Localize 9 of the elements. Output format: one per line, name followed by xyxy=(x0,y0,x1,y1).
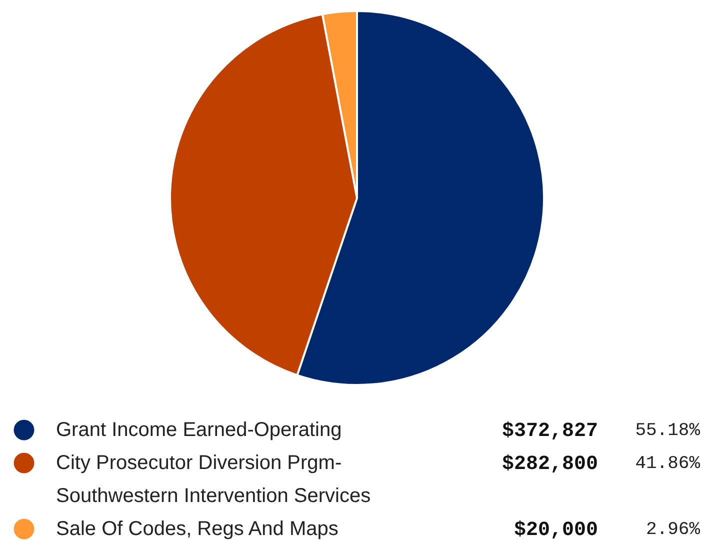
text: 41.86% xyxy=(635,454,700,474)
data-label: $372,827 xyxy=(502,420,598,443)
legend-label: Sale Of Codes, Regs And Maps xyxy=(56,518,338,540)
legend-label: Grant Income Earned-Operating xyxy=(56,419,342,441)
data-label: $282,800 xyxy=(502,453,598,476)
text: 2.96% xyxy=(646,520,700,540)
data-label: $20,000 xyxy=(514,519,598,541)
legend-label: City Prosecutor Diversion Prgm-Southwestern Intervention Services xyxy=(56,452,371,507)
text: 55.18% xyxy=(635,421,700,441)
